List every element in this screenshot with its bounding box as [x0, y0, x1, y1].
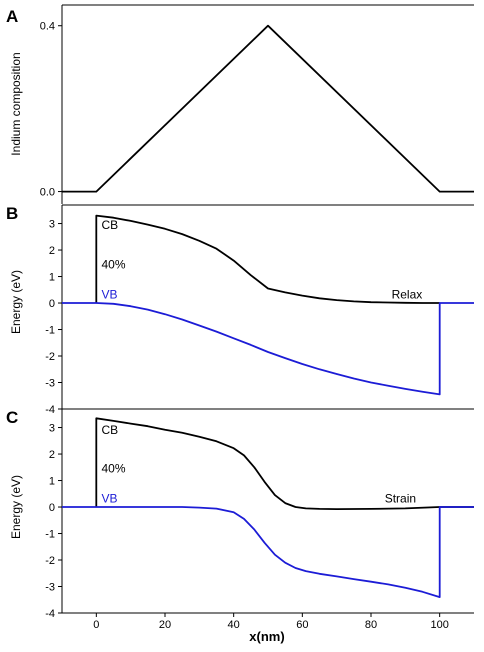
x-tick-label: 60 — [296, 619, 308, 631]
annotation-label: CB — [101, 218, 118, 232]
panel-b: 3 2 1 0 -1 -2 -3 -4 Energy (eV) CB 40% VB Relax — [9, 204, 474, 416]
y-axis-label: Energy (eV) — [9, 475, 23, 539]
x-tick-label: 40 — [228, 619, 240, 631]
panel-letter-a: A — [6, 7, 18, 26]
panel-c: 3 2 1 0 -1 -2 -3 -4 Energy (eV) CB 40% VB Strain — [9, 408, 474, 620]
series-line-1 — [95, 417, 474, 510]
annotation-label: CB — [101, 423, 118, 437]
y-tick-label: -3 — [45, 582, 55, 594]
y-tick-label: -4 — [45, 608, 55, 620]
y-tick-label: 2 — [49, 245, 55, 257]
x-tick-label: 0 — [93, 619, 99, 631]
series-line-1 — [95, 214, 440, 304]
panel-letter-b: B — [6, 204, 18, 223]
y-tick-label: -2 — [45, 555, 55, 567]
series-line-1 — [62, 24, 474, 193]
panel-letter-c: C — [6, 408, 18, 427]
y-tick-label: -2 — [45, 351, 55, 363]
annotation-label: 40% — [101, 462, 125, 476]
y-tick-label: 0 — [49, 298, 55, 310]
annotation-label: Relax — [392, 287, 423, 301]
x-tick-label: 80 — [365, 619, 377, 631]
y-tick-label: 0.4 — [40, 21, 55, 33]
y-tick-label: 1 — [49, 476, 55, 488]
x-tick-label: 20 — [159, 619, 171, 631]
y-tick-label: 0 — [49, 502, 55, 514]
y-tick-label: -3 — [45, 378, 55, 390]
annotation-label: 40% — [101, 258, 125, 272]
y-tick-label: 1 — [49, 272, 55, 284]
x-tick-label: 100 — [430, 619, 448, 631]
y-axis-label: Energy (eV) — [9, 270, 23, 334]
x-axis-label: x(nm) — [249, 629, 284, 644]
annotation-label: Strain — [385, 491, 416, 505]
panel-a: 0.0 0.4 Indium composition — [9, 4, 474, 204]
y-tick-label: 0.0 — [40, 187, 55, 199]
y-tick-label: -1 — [45, 529, 55, 541]
y-tick-label: -4 — [45, 404, 55, 416]
annotation-label: VB — [101, 491, 117, 505]
y-tick-label: -1 — [45, 325, 55, 337]
x-axis: 0 20 40 60 80 100 — [62, 612, 474, 631]
annotation-label: VB — [101, 287, 117, 301]
series-line-2 — [62, 302, 474, 396]
y-tick-label: 3 — [49, 219, 55, 231]
series-line-2 — [62, 506, 474, 598]
y-tick-label: 3 — [49, 423, 55, 435]
y-tick-label: 2 — [49, 449, 55, 461]
y-axis-label: Indium composition — [9, 52, 23, 155]
